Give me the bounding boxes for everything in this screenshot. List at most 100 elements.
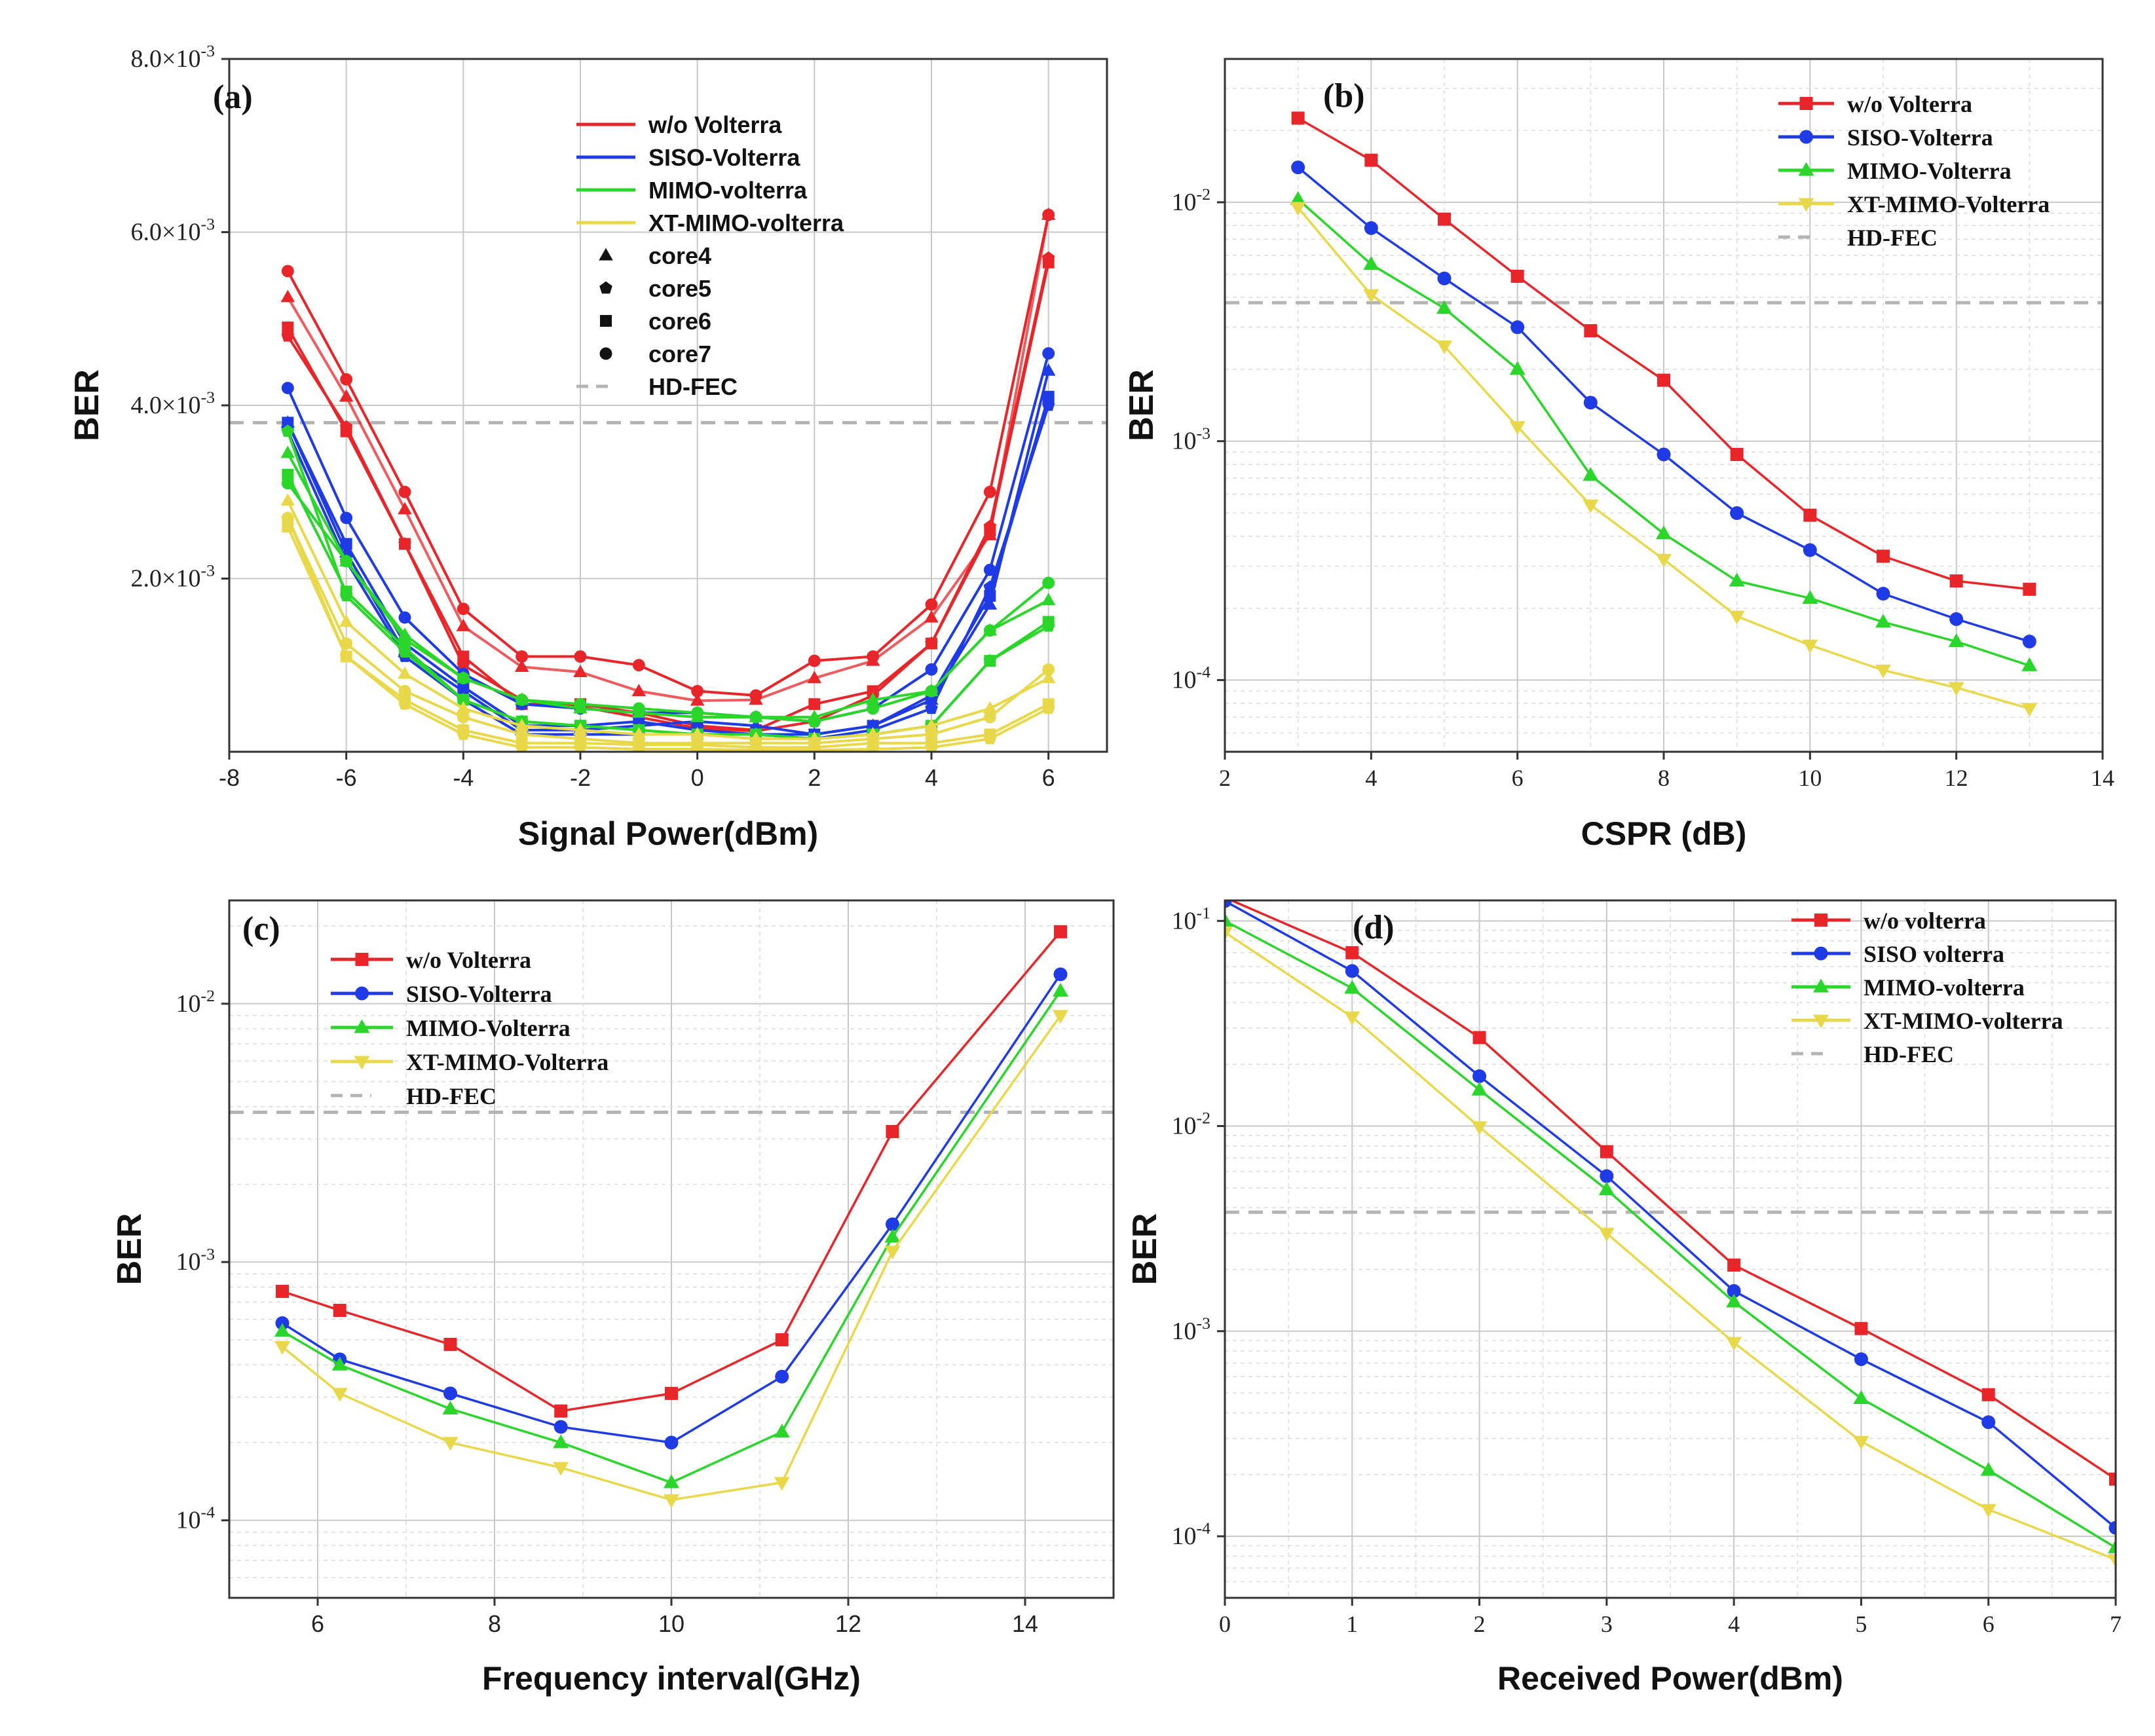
data-point: [984, 589, 996, 602]
data-point: [1363, 256, 1379, 270]
data-point: [1291, 160, 1305, 175]
y-tick-label: 10-3: [176, 1244, 215, 1276]
data-point: [2021, 703, 2038, 717]
data-point: [1877, 549, 1890, 563]
data-point: [1041, 593, 1056, 606]
data-point: [1802, 639, 1818, 654]
data-point: [457, 672, 470, 685]
data-point: [1656, 553, 1672, 568]
data-point: [1600, 1169, 1614, 1183]
data-point: [1583, 396, 1598, 410]
legend-label: w/o volterra: [1864, 908, 1986, 934]
legend-label: XT-MIMO-Volterra: [406, 1049, 609, 1075]
data-point: [1980, 1462, 1996, 1476]
data-point: [984, 655, 996, 667]
data-point: [281, 265, 294, 278]
data-point: [398, 633, 411, 646]
data-point: [1727, 1258, 1741, 1272]
data-point: [632, 737, 645, 750]
data-point: [884, 1228, 901, 1243]
x-axis-label: Frequency interval(GHz): [482, 1660, 861, 1697]
data-point: [457, 693, 470, 706]
data-point: [456, 701, 471, 714]
data-point: [274, 1341, 290, 1356]
tick-mantissa: 8.0×10: [131, 45, 201, 73]
data-point: [631, 684, 646, 697]
data-point: [632, 702, 645, 715]
x-tick-label: 10: [658, 1610, 684, 1637]
data-point: [1853, 1390, 1869, 1405]
minor-grid-x: [405, 900, 937, 1598]
y-tick-label: 10-3: [1171, 1314, 1210, 1345]
data-point: [664, 1435, 679, 1450]
data-point: [1344, 980, 1360, 994]
data-point: [1345, 964, 1359, 978]
x-tick-label: 6: [1983, 1611, 1995, 1637]
data-point: [1042, 208, 1055, 221]
data-point: [1854, 1321, 1868, 1335]
data-point: [807, 671, 822, 684]
tick-mantissa: 10: [1171, 667, 1196, 694]
data-point: [1980, 1504, 1996, 1518]
data-point: [925, 684, 938, 697]
data-point: [865, 692, 880, 705]
data-point: [808, 654, 821, 667]
tick-mantissa: 10: [1171, 1318, 1196, 1345]
data-point: [457, 680, 470, 693]
x-axis-label: Signal Power(dBm): [518, 815, 818, 852]
minor-grid-x: [1288, 900, 2053, 1598]
tick-mantissa: 10: [1171, 907, 1196, 934]
data-point: [1041, 671, 1056, 684]
tick-mantissa: 10: [1171, 428, 1196, 455]
data-point: [749, 718, 763, 731]
data-point: [515, 650, 529, 663]
data-point: [340, 425, 352, 437]
series-line: [286, 517, 1049, 752]
data-point: [1344, 1011, 1360, 1025]
data-point: [691, 737, 704, 750]
y-axis-label: BER: [1123, 369, 1161, 441]
x-tick-label: 14: [2091, 765, 2114, 791]
tick-mantissa: 2.0×10: [131, 565, 201, 593]
data-point: [1509, 361, 1526, 375]
series-line: [1225, 900, 2116, 1529]
data-point: [457, 724, 470, 736]
data-point: [1598, 1227, 1615, 1242]
data-point: [1042, 616, 1055, 628]
data-point: [340, 373, 353, 386]
y-tick-label: 8.0×10-3: [131, 41, 215, 73]
x-tick-label: 2: [1219, 765, 1231, 791]
legend: w/o volterra SISO volterra MIMO-volterra XT…: [1791, 908, 2063, 1067]
x-tick-label: 1: [1346, 1611, 1358, 1637]
data-point: [281, 382, 294, 394]
y-tick-label: 4.0×10-3: [131, 388, 215, 419]
legend-marker: [599, 248, 613, 261]
legend-swatch-marker: [354, 1019, 370, 1033]
tick-exponent: -3: [1196, 424, 1210, 443]
data-point: [1657, 447, 1671, 462]
panel-label: (a): [213, 79, 253, 116]
data-point: [1290, 191, 1306, 205]
data-point: [867, 685, 879, 697]
panel-a: -8 -6 -4 -2 0 2 4 62.0×10-34.0×10-36.0×10-38.0×…: [68, 41, 1108, 852]
data-point: [808, 715, 821, 728]
data-point: [925, 663, 938, 676]
panel-label: (d): [1353, 909, 1395, 946]
tick-exponent: -3: [200, 1244, 215, 1263]
data-point: [554, 1404, 568, 1418]
data-point: [1363, 289, 1379, 303]
tick-mantissa: 6.0×10: [131, 219, 201, 246]
series-line: [282, 990, 1062, 1484]
data-point: [280, 493, 295, 506]
tick-exponent: -3: [200, 561, 215, 580]
tick-mantissa: 10: [1171, 189, 1196, 216]
data-point: [1853, 1435, 1869, 1450]
data-point: [553, 1434, 569, 1449]
data-point: [983, 624, 996, 637]
legend-label: XT-MIMO-Volterra: [1847, 191, 2050, 217]
data-point: [690, 693, 705, 706]
x-tick-label: 10: [1798, 765, 1822, 791]
data-point: [1438, 212, 1451, 226]
data-point: [340, 555, 353, 568]
